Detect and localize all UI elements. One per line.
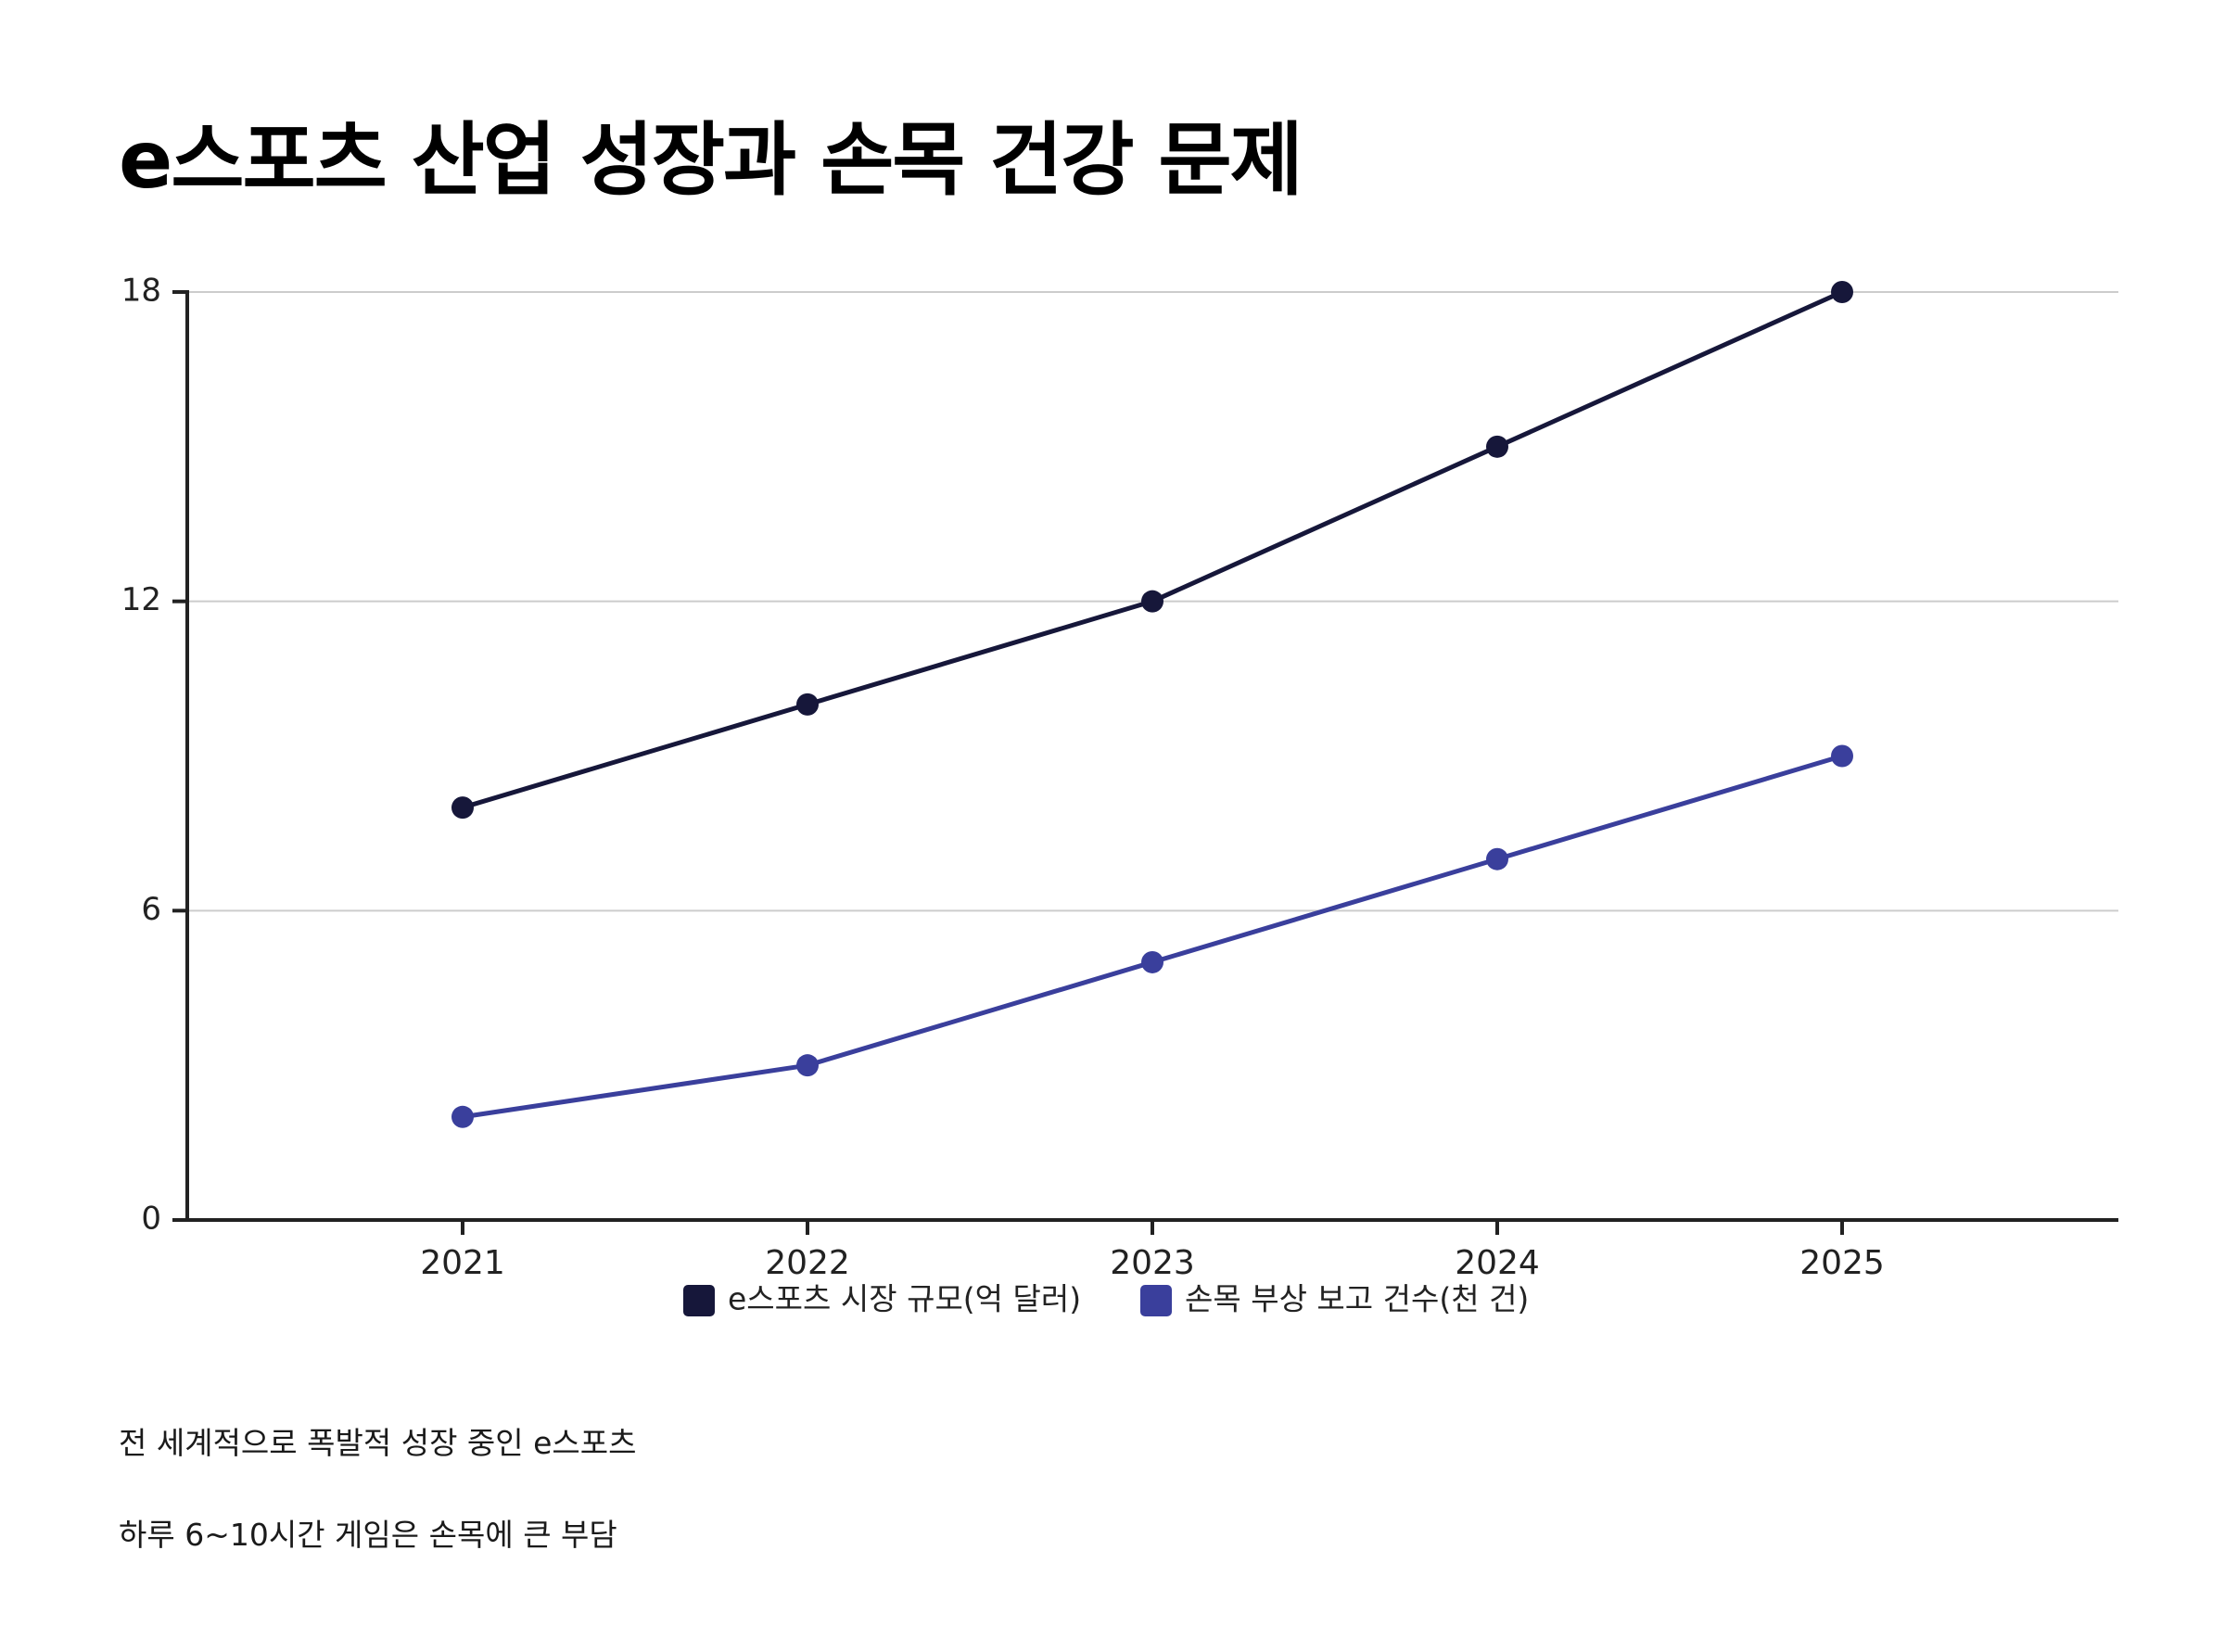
data-point <box>451 1105 474 1128</box>
legend: e스포츠 시장 규모(억 달러) 손목 부상 보고 건수(천 건) <box>683 1281 1529 1317</box>
data-point <box>451 796 474 820</box>
y-tick-label: 0 <box>141 1201 161 1238</box>
legend-swatch <box>683 1285 715 1316</box>
data-point <box>1141 950 1163 973</box>
legend-label: 손목 부상 보고 건수(천 건) <box>1185 1281 1529 1317</box>
x-tick-label: 2022 <box>765 1244 850 1282</box>
note-1: 전 세계적으로 폭발적 성장 중인 e스포츠 <box>119 1425 637 1461</box>
series-group <box>451 281 1853 1128</box>
data-point <box>796 1054 819 1077</box>
data-point <box>1486 847 1508 870</box>
x-tick-label: 2021 <box>420 1244 505 1282</box>
x-tick-label: 2023 <box>1110 1244 1195 1282</box>
series-line-2 <box>462 754 1843 1120</box>
legend-swatch <box>1140 1285 1172 1316</box>
data-point <box>1486 435 1508 458</box>
axes: 0 6 12 18 2021 2022 2023 2024 2025 <box>121 273 2118 1282</box>
y-tick-label: 18 <box>121 273 161 310</box>
notes: 전 세계적으로 폭발적 성장 중인 e스포츠 하루 6~10시간 게임은 손목에… <box>119 1423 637 1607</box>
data-point <box>1831 744 1853 768</box>
page-title: e스포츠 산업 성장과 손목 건강 문제 <box>119 114 1303 207</box>
line-chart: 0 6 12 18 2021 2022 2023 2024 2025 e스포츠 시장 규모(억 … <box>121 273 2118 1317</box>
y-tick-label: 12 <box>121 581 161 618</box>
data-point <box>1831 281 1853 303</box>
y-tick-label: 6 <box>141 891 161 928</box>
data-point <box>796 693 819 716</box>
note-2: 하루 6~10시간 게임은 손목에 큰 부담 <box>119 1517 617 1553</box>
x-tick-label: 2025 <box>1799 1244 1885 1282</box>
x-tick-label: 2024 <box>1455 1244 1540 1282</box>
series-line-1 <box>462 289 1844 810</box>
legend-label: e스포츠 시장 규모(억 달러) <box>728 1281 1081 1317</box>
data-point <box>1141 590 1163 613</box>
